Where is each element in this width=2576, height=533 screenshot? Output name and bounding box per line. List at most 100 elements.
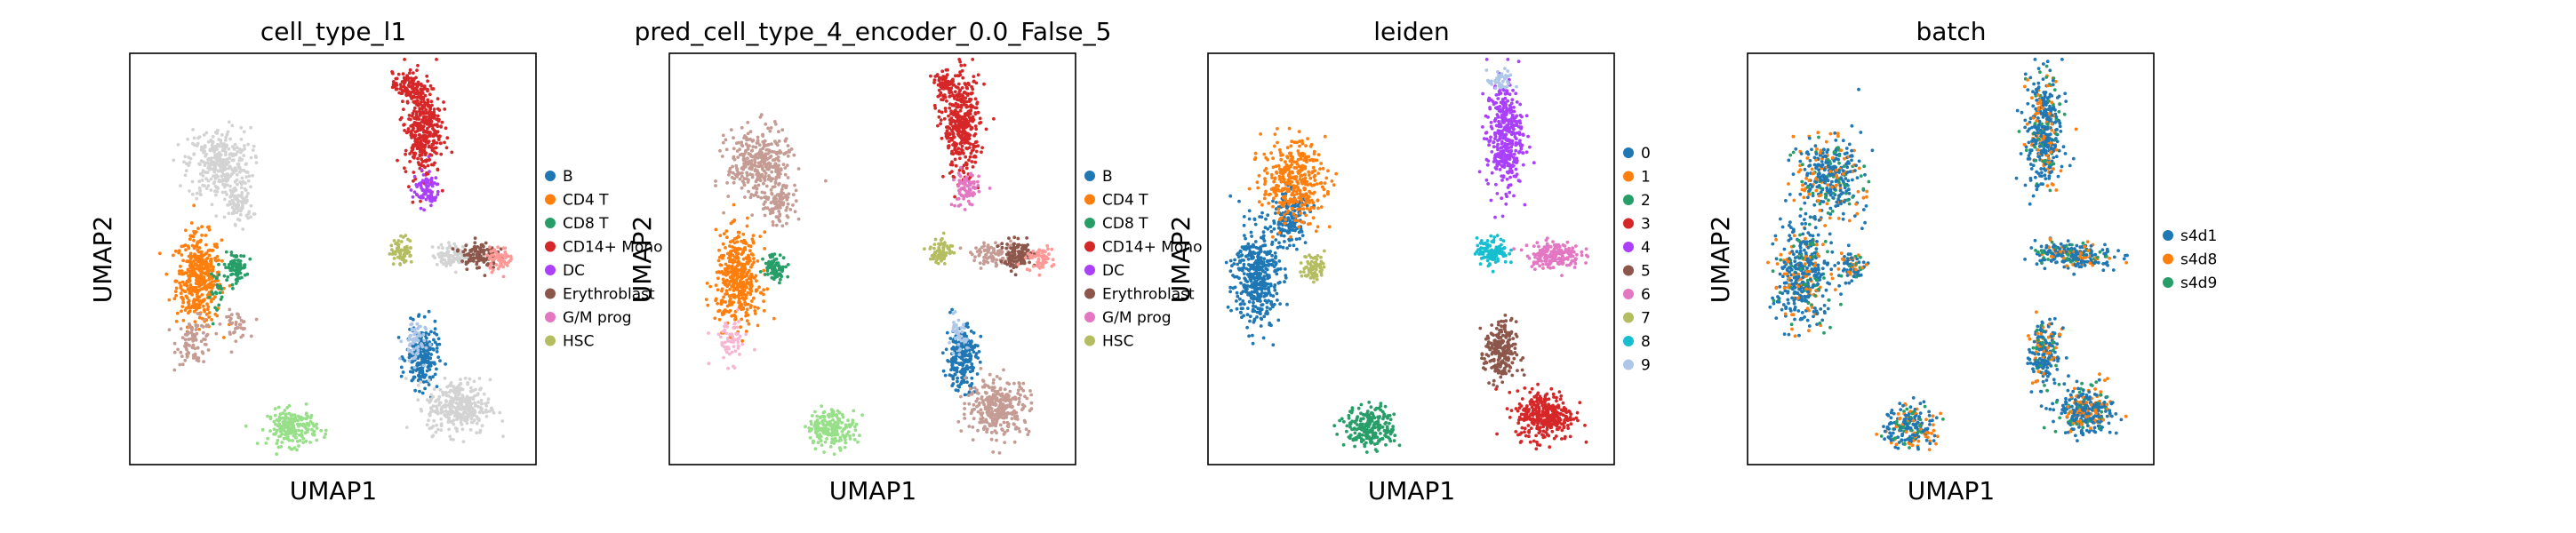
scatter-point (300, 429, 304, 434)
scatter-point (741, 157, 746, 162)
scatter-point (472, 408, 476, 412)
scatter-point (786, 274, 790, 279)
scatter-point (428, 182, 433, 187)
scatter-point (992, 413, 996, 418)
scatter-point (992, 378, 996, 382)
scatter-point (251, 173, 254, 178)
scatter-point (704, 298, 708, 301)
scatter-point (735, 286, 740, 290)
scatter-point (978, 401, 981, 405)
scatter-point (425, 423, 429, 427)
scatter-point (727, 256, 731, 260)
scatter-point (979, 334, 983, 338)
scatter-point (418, 370, 422, 375)
scatter-point (412, 174, 417, 179)
scatter-point (972, 366, 975, 370)
scatter-point (965, 346, 969, 350)
scatter-point (994, 402, 998, 407)
scatter-point (476, 400, 480, 404)
scatter-point (443, 140, 446, 145)
scatter-point (283, 409, 287, 412)
scatter-point (444, 264, 448, 268)
scatter-point (982, 402, 986, 407)
scatter-point (435, 123, 439, 127)
scatter-point (747, 189, 750, 194)
scatter-point (724, 262, 728, 266)
scatter-point (450, 150, 454, 155)
scatter-point (202, 304, 205, 308)
scatter-point (956, 103, 960, 107)
scatter-point (721, 330, 725, 334)
scatter-point (753, 312, 757, 315)
scatter-point (436, 189, 440, 194)
scatter-point (427, 418, 430, 423)
scatter-point (740, 252, 744, 257)
scatter-point (246, 216, 251, 220)
scatter-point (959, 394, 963, 399)
scatter-point (746, 156, 749, 161)
scatter-point (244, 162, 248, 166)
scatter-point (706, 303, 710, 307)
scatter-point (411, 144, 415, 148)
scatter-point (193, 262, 197, 266)
scatter-point (230, 158, 235, 163)
scatter-point (956, 384, 960, 388)
scatter-point (228, 200, 232, 204)
scatter-point (990, 402, 994, 406)
scatter-point (237, 264, 242, 268)
scatter-point (501, 246, 506, 251)
scatter-point (180, 309, 183, 314)
scatter-point (475, 262, 479, 266)
scatter-point (737, 262, 741, 266)
scatter-point (407, 343, 412, 347)
scatter-point (781, 163, 786, 167)
scatter-point (479, 386, 483, 391)
scatter-point (245, 198, 249, 203)
scatter-point (395, 76, 399, 81)
scatter-point (409, 92, 412, 97)
scatter-point (212, 243, 217, 247)
scatter-point (190, 266, 195, 270)
scatter-point (482, 392, 486, 396)
scatter-point (745, 307, 749, 312)
scatter-point (465, 267, 469, 271)
scatter-point (418, 136, 421, 140)
scatter-point (764, 154, 768, 158)
scatter-point (786, 202, 790, 206)
scatter-point (957, 191, 962, 195)
scatter-point (186, 331, 190, 336)
scatter-point (725, 235, 729, 239)
scatter-point (498, 410, 502, 415)
scatter-point (418, 154, 422, 158)
scatter-point (189, 290, 194, 294)
scatter-point (749, 252, 754, 256)
scatter-point (817, 421, 821, 426)
scatter-point (957, 179, 962, 183)
scatter-point (413, 130, 418, 134)
scatter-point (970, 345, 974, 349)
scatter-point (415, 334, 420, 338)
scatter-point (414, 330, 419, 334)
scatter-point (228, 330, 232, 335)
scatter-point (224, 250, 228, 254)
scatter-point (224, 135, 228, 139)
scatter-point (811, 439, 815, 443)
scatter-point (484, 410, 489, 414)
scatter-point (965, 105, 970, 108)
scatter-point (752, 257, 756, 260)
scatter-point (951, 355, 956, 360)
scatter-point (208, 259, 212, 263)
scatter-point (974, 127, 979, 131)
scatter-point (962, 412, 966, 417)
scatter-point (952, 359, 956, 362)
scatter-point (224, 138, 228, 142)
scatter-point (971, 369, 974, 373)
scatter-point (192, 254, 196, 259)
scatter-point (214, 193, 218, 197)
scatter-point (407, 117, 411, 121)
scatter-point (970, 160, 974, 163)
scatter-point (420, 111, 424, 115)
scatter-point (472, 411, 476, 416)
scatter-point (411, 317, 415, 322)
scatter-point (1003, 441, 1007, 444)
